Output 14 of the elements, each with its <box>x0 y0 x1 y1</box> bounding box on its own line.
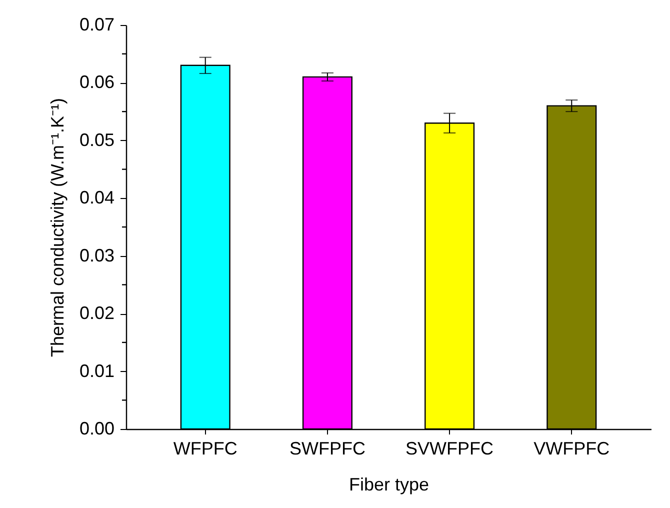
y-axis-title: Thermal conductivity (W.m⁻¹.K⁻¹) <box>47 98 68 358</box>
y-tick-label: 0.01 <box>79 360 114 381</box>
x-tick-label: SVWFPFC <box>406 438 494 458</box>
y-tick-label: 0.00 <box>79 418 114 438</box>
y-tick-label: 0.03 <box>79 245 114 266</box>
x-tick-label: WFPFC <box>173 438 238 458</box>
y-tick-label: 0.06 <box>79 72 114 92</box>
y-tick-label: 0.04 <box>79 188 114 208</box>
y-tick-label: 0.07 <box>79 14 114 34</box>
y-tick-label: 0.05 <box>79 130 114 150</box>
x-tick-label: VWFPFC <box>534 438 610 458</box>
x-axis-title: Fiber type <box>348 474 430 494</box>
x-tick-label: SWFPFC <box>289 438 366 458</box>
y-tick-label: 0.02 <box>79 303 114 324</box>
